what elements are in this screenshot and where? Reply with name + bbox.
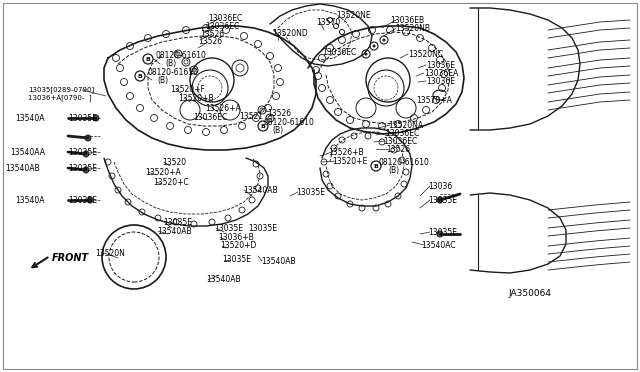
Text: 13035E: 13035E	[68, 148, 97, 157]
Text: 13526: 13526	[200, 29, 224, 38]
Text: 13036EC: 13036EC	[208, 13, 243, 22]
Text: 13520N: 13520N	[95, 248, 125, 257]
Circle shape	[372, 45, 376, 48]
Circle shape	[437, 231, 443, 237]
Text: 13540AC: 13540AC	[421, 241, 456, 250]
Text: 13526: 13526	[386, 144, 410, 154]
Text: 13520: 13520	[162, 157, 186, 167]
Text: 13570: 13570	[316, 17, 340, 26]
Text: 13520NC: 13520NC	[408, 49, 443, 58]
Text: 13036EC: 13036EC	[205, 22, 239, 31]
Circle shape	[87, 197, 93, 203]
Text: 13036+A[0790-  ]: 13036+A[0790- ]	[28, 94, 92, 102]
Text: 13036: 13036	[428, 182, 452, 190]
Circle shape	[83, 151, 89, 157]
Text: 08120-61610: 08120-61610	[264, 118, 315, 126]
Text: 13520+F: 13520+F	[170, 84, 205, 93]
Text: B: B	[145, 57, 150, 61]
Text: 13036EC: 13036EC	[193, 112, 227, 122]
Text: 08120-61610: 08120-61610	[156, 51, 207, 60]
Text: 13035E: 13035E	[214, 224, 243, 232]
Text: (B): (B)	[165, 58, 176, 67]
Text: 13035E: 13035E	[68, 113, 97, 122]
Text: 13520ND: 13520ND	[272, 29, 308, 38]
Text: 13035E: 13035E	[428, 228, 457, 237]
Text: 13035E: 13035E	[68, 164, 97, 173]
Circle shape	[85, 135, 91, 141]
Text: 13035[0289-0790]: 13035[0289-0790]	[28, 87, 94, 93]
Circle shape	[93, 115, 99, 121]
Text: 13036+B: 13036+B	[218, 232, 253, 241]
Text: 13520+B: 13520+B	[178, 93, 214, 103]
Text: 13526+B: 13526+B	[328, 148, 364, 157]
Text: FRONT: FRONT	[52, 253, 89, 263]
Text: 13520NB: 13520NB	[395, 23, 430, 32]
Circle shape	[383, 38, 385, 42]
Text: 13520+D: 13520+D	[220, 241, 257, 250]
Text: 13520+A: 13520+A	[145, 167, 180, 176]
Text: 13035E: 13035E	[428, 196, 457, 205]
Text: 13035E: 13035E	[222, 256, 251, 264]
Text: 13036EC: 13036EC	[385, 128, 419, 138]
Text: 13540AB: 13540AB	[243, 186, 278, 195]
Text: 13036EA: 13036EA	[424, 68, 458, 77]
Text: 13036EB: 13036EB	[390, 16, 424, 25]
Text: 13035E: 13035E	[248, 224, 277, 232]
Text: 08120-61610: 08120-61610	[148, 67, 199, 77]
Text: B: B	[374, 164, 378, 169]
Text: 13035E: 13035E	[163, 218, 192, 227]
Text: 13540AB: 13540AB	[206, 276, 241, 285]
Text: (B): (B)	[157, 76, 168, 84]
Text: 13540AA: 13540AA	[10, 148, 45, 157]
Text: 13526: 13526	[198, 36, 222, 45]
Text: 13035E: 13035E	[68, 196, 97, 205]
Text: 13540AB: 13540AB	[5, 164, 40, 173]
Text: 13036EC: 13036EC	[322, 48, 356, 57]
Text: 13526+A: 13526+A	[205, 103, 241, 112]
Text: JA350064: JA350064	[508, 289, 551, 298]
Text: 13520+E: 13520+E	[332, 157, 367, 166]
Text: 13036EC: 13036EC	[383, 137, 417, 145]
Text: 13570+A: 13570+A	[416, 96, 452, 105]
Text: 08120-61610: 08120-61610	[379, 157, 430, 167]
Text: B: B	[260, 124, 266, 128]
Circle shape	[437, 197, 443, 203]
Text: B: B	[138, 74, 143, 78]
Circle shape	[83, 167, 89, 173]
Text: 13520NE: 13520NE	[336, 10, 371, 19]
Text: 13035E: 13035E	[296, 187, 325, 196]
Text: 13036E: 13036E	[426, 77, 455, 86]
Text: 13521: 13521	[239, 112, 263, 121]
Text: 13540A: 13540A	[15, 113, 45, 122]
Circle shape	[365, 52, 367, 55]
Text: 13520NA: 13520NA	[388, 121, 423, 129]
Text: 13520+C: 13520+C	[153, 177, 189, 186]
Text: (B): (B)	[272, 125, 283, 135]
Text: (B): (B)	[388, 166, 399, 174]
Text: 13036E: 13036E	[426, 61, 455, 70]
Text: 13540A: 13540A	[15, 196, 45, 205]
Text: 13526: 13526	[267, 109, 291, 118]
Text: 13540AB: 13540AB	[261, 257, 296, 266]
Text: 13540AB: 13540AB	[157, 227, 191, 235]
